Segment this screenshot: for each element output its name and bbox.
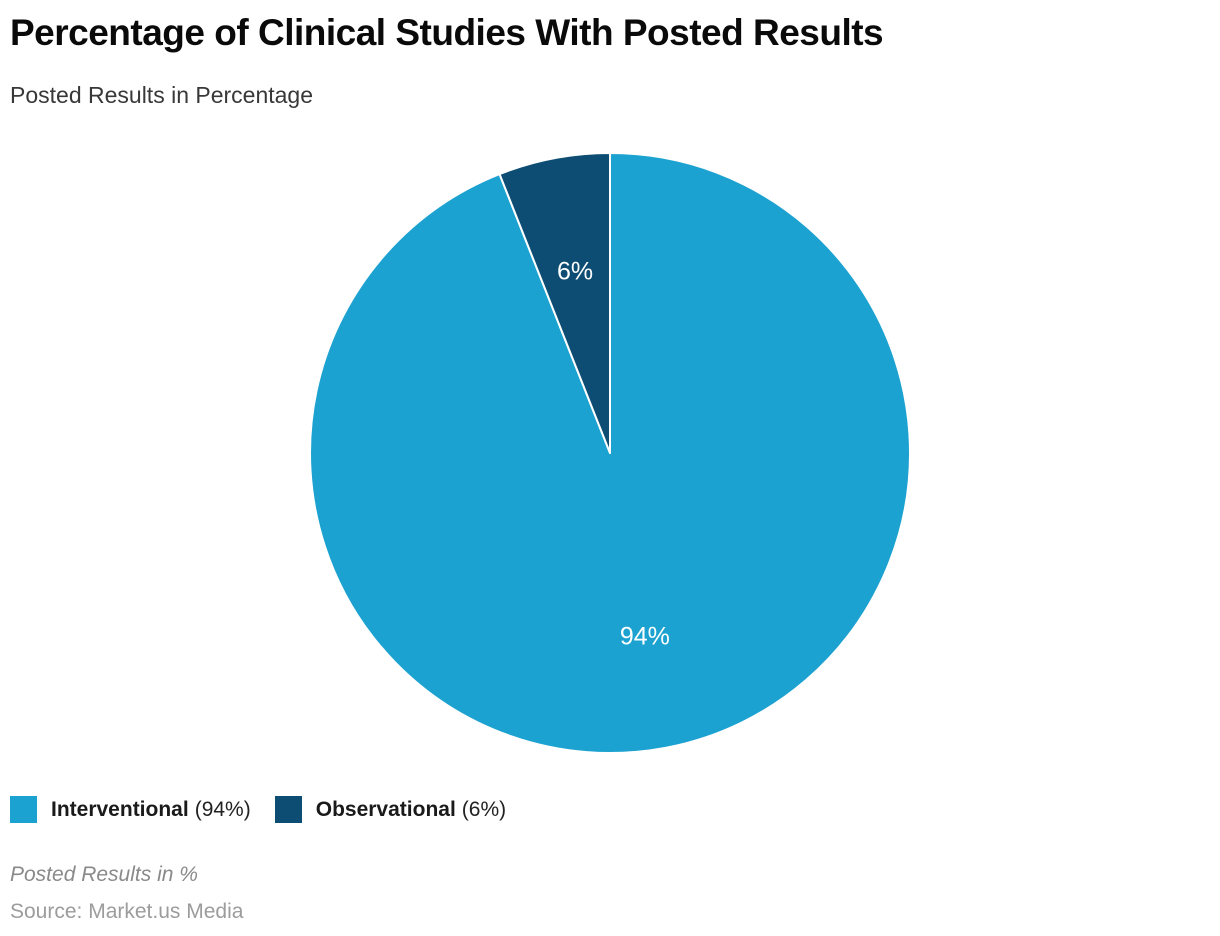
pie-slice-label-interventional: 94%: [620, 623, 670, 651]
legend-item-interventional[interactable]: Interventional (94%): [10, 796, 251, 823]
legend-swatch-interventional: [10, 796, 37, 823]
footnote: Posted Results in %: [10, 863, 198, 886]
pie-slice-observational[interactable]: [498, 152, 611, 454]
source-text: Source: Market.us Media: [10, 900, 244, 923]
pie-slice-label-observational: 6%: [557, 257, 593, 285]
legend-value: (6%): [461, 797, 507, 821]
legend-label: Observational (6%): [316, 798, 506, 822]
legend-name: Observational: [315, 797, 456, 821]
legend-label: Interventional (94%): [51, 798, 251, 822]
legend-name: Interventional: [51, 797, 189, 821]
chart-title: Percentage of Clinical Studies With Post…: [10, 12, 884, 53]
legend: Interventional (94%) Observational (6%): [10, 796, 506, 823]
pie-slice-interventional[interactable]: [309, 152, 911, 754]
legend-item-observational[interactable]: Observational (6%): [274, 796, 506, 823]
chart-subtitle: Posted Results in Percentage: [10, 82, 314, 108]
legend-swatch-observational: [274, 796, 302, 823]
legend-value: (94%): [194, 797, 251, 821]
